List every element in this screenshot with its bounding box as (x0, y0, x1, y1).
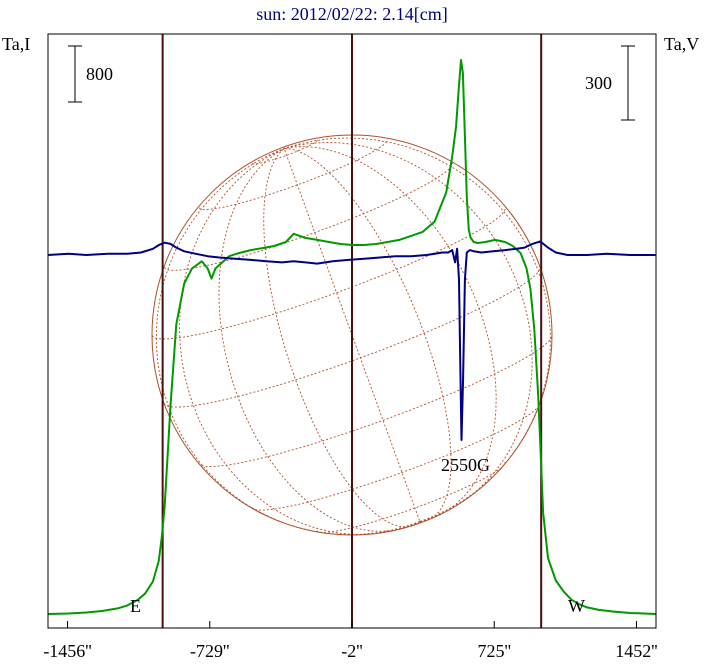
longitude-line (218, 148, 421, 532)
longitude-line (155, 148, 421, 536)
x-axis-ticks: -1456'' -729'' -2'' 725'' 1452'' (43, 621, 658, 661)
x-tick-label: -1456'' (43, 641, 91, 661)
longitude-line (284, 148, 452, 522)
scale-bars (68, 45, 635, 121)
latitude-line (164, 162, 453, 271)
right-scale-value: 300 (585, 73, 612, 93)
x-tick-label: 725'' (477, 641, 511, 661)
longitude-line (283, 148, 422, 524)
latitude-line (251, 402, 541, 511)
chart-title: sun: 2012/02/22: 2.14[cm] (256, 4, 448, 24)
latitude-line (198, 334, 553, 468)
west-limb-label: W (568, 596, 585, 616)
series-layer (47, 59, 657, 615)
latitude-line (316, 462, 506, 534)
vertical-markers (161, 34, 543, 628)
longitude-line (284, 146, 497, 522)
intensity-curve (47, 59, 657, 615)
left-scale-value: 800 (86, 64, 113, 84)
longitude-line (179, 148, 421, 535)
longitude-line (283, 137, 551, 522)
x-tick-label: 1452'' (615, 641, 658, 661)
field-annotation: 2550G (441, 455, 490, 475)
right-axis-label: Ta,V (664, 34, 699, 54)
left-axis-label: Ta,I (2, 34, 30, 54)
latitude-line (252, 139, 319, 165)
longitude-line (263, 148, 421, 528)
longitude-line (283, 142, 533, 522)
latitude-line (198, 139, 388, 210)
x-tick-label: -2'' (341, 641, 362, 661)
polarization-curve (47, 240, 656, 441)
latitude-line (385, 506, 452, 532)
latitude-line (151, 206, 506, 340)
x-tick-label: -729'' (190, 641, 229, 661)
east-limb-label: E (130, 596, 141, 616)
